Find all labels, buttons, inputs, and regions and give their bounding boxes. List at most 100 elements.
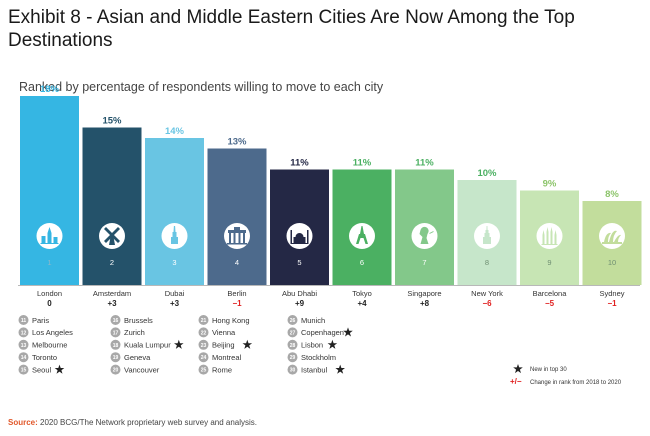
rank-change-4: −1 (232, 299, 242, 308)
city-name-22: Vienna (212, 328, 236, 337)
exhibit-title: Exhibit 8 - Asian and Middle Eastern Cit… (8, 7, 575, 51)
rank-change-9: −5 (545, 299, 555, 308)
value-label-5: 11% (290, 158, 309, 169)
burj-khalifa-icon (171, 226, 178, 244)
brandenburg-gate-icon (227, 227, 247, 245)
rank-number-8: 8 (485, 258, 489, 267)
rank-dot-number-22: 22 (201, 330, 207, 336)
bar-4 (207, 148, 267, 285)
city-label-8: New York (471, 289, 503, 298)
city-name-19: Geneva (124, 353, 151, 362)
legend-star-icon (513, 364, 523, 374)
rank-dot-25 (198, 364, 209, 375)
icon-badge-9 (536, 223, 563, 249)
rank-change-2: +3 (107, 299, 117, 308)
new-star-icon (335, 364, 345, 374)
value-label-8: 10% (477, 168, 497, 179)
rank-dot-number-26: 26 (290, 318, 296, 324)
city-name-26: Munich (301, 316, 325, 325)
rank-dot-19 (110, 352, 121, 363)
rank-dot-26 (287, 315, 298, 325)
city-name-24: Montreal (212, 353, 242, 362)
rank-dot-number-14: 14 (21, 355, 27, 361)
city-label-7: Singapore (407, 289, 441, 298)
rank-change-3: +3 (170, 299, 180, 308)
chart-subtitle: Ranked by percentage of respondents will… (19, 80, 384, 94)
rank-dot-23 (198, 339, 209, 350)
mosque-icon (290, 230, 309, 244)
value-label-1: 18% (40, 84, 60, 95)
value-label-3: 14% (165, 126, 185, 137)
rank-dot-number-13: 13 (21, 343, 27, 349)
legend-change-symbol: +/− (510, 377, 522, 386)
city-name-14: Toronto (32, 353, 57, 362)
empire-state-icon (483, 226, 491, 244)
city-label-4: Berlin (227, 289, 246, 298)
rank-dot-number-11: 11 (21, 318, 27, 324)
rank-change-10: −1 (607, 299, 617, 308)
city-label-5: Abu Dhabi (282, 289, 317, 298)
rank-change-5: +9 (295, 299, 305, 308)
new-star-icon (343, 327, 353, 337)
bar-chart: 18%1London015%2Amsterdam+314%3Dubai+313%… (18, 84, 642, 386)
legend-new-label: New in top 30 (530, 367, 567, 373)
value-label-6: 11% (353, 158, 372, 169)
city-name-11: Paris (32, 316, 49, 325)
city-name-20: Vancouver (124, 365, 160, 374)
source-note: Source: 2020 BCG/The Network proprietary… (8, 418, 257, 427)
rank-dot-21 (198, 315, 209, 325)
bar-3 (145, 138, 204, 285)
bar-2 (82, 127, 142, 285)
value-label-10: 8% (605, 189, 619, 200)
rank-change-6: +4 (357, 299, 367, 308)
value-label-2: 15% (102, 116, 122, 127)
rank-change-1: 0 (47, 299, 52, 308)
london-tower-icon (40, 227, 59, 244)
legend-change-label: Change in rank from 2018 to 2020 (530, 380, 622, 386)
rank-number-9: 9 (547, 258, 551, 267)
rank-dot-number-27: 27 (290, 330, 296, 336)
windmill-icon (104, 227, 120, 245)
rank-dot-number-21: 21 (201, 318, 207, 324)
rank-number-6: 6 (360, 258, 364, 267)
rank-dot-28 (287, 339, 298, 350)
rank-dot-18 (110, 339, 121, 350)
city-label-9: Barcelona (533, 289, 568, 298)
rank-number-1: 1 (47, 258, 51, 267)
value-label-4: 13% (227, 137, 247, 148)
rank-dot-number-29: 29 (290, 355, 296, 361)
rank-dot-13 (18, 339, 29, 350)
city-label-1: London (37, 289, 62, 298)
rank-dot-number-17: 17 (113, 330, 119, 336)
city-name-30: Istanbul (301, 365, 328, 374)
city-name-23: Beijing (212, 341, 235, 350)
new-star-icon (54, 364, 65, 374)
opera-house-icon (602, 230, 622, 244)
city-name-17: Zurich (124, 328, 145, 337)
city-name-12: Los Angeles (32, 328, 73, 337)
city-label-2: Amsterdam (93, 289, 131, 298)
rank-dot-number-30: 30 (290, 368, 296, 374)
rank-dot-number-24: 24 (201, 355, 207, 361)
rank-dot-number-20: 20 (113, 368, 119, 374)
new-star-icon (327, 339, 338, 349)
city-name-28: Lisbon (301, 341, 323, 350)
rank-dot-number-15: 15 (21, 368, 27, 374)
rank-number-10: 10 (608, 258, 616, 267)
rank-dot-number-23: 23 (201, 343, 207, 349)
city-name-21: Hong Kong (212, 316, 250, 325)
city-label-10: Sydney (599, 289, 624, 298)
rank-dot-number-28: 28 (290, 343, 296, 349)
rank-dot-29 (287, 352, 298, 363)
rank-number-5: 5 (297, 258, 301, 267)
rank-change-8: −6 (482, 299, 492, 308)
city-name-29: Stockholm (301, 353, 336, 362)
city-label-3: Dubai (165, 289, 185, 298)
rank-dot-number-25: 25 (201, 368, 207, 374)
sagrada-familia-icon (541, 227, 558, 245)
rank-dot-17 (110, 327, 121, 338)
rank-number-3: 3 (172, 258, 176, 267)
icon-badge-4 (224, 223, 250, 249)
city-name-25: Rome (212, 365, 232, 374)
rank-dot-12 (18, 327, 29, 338)
